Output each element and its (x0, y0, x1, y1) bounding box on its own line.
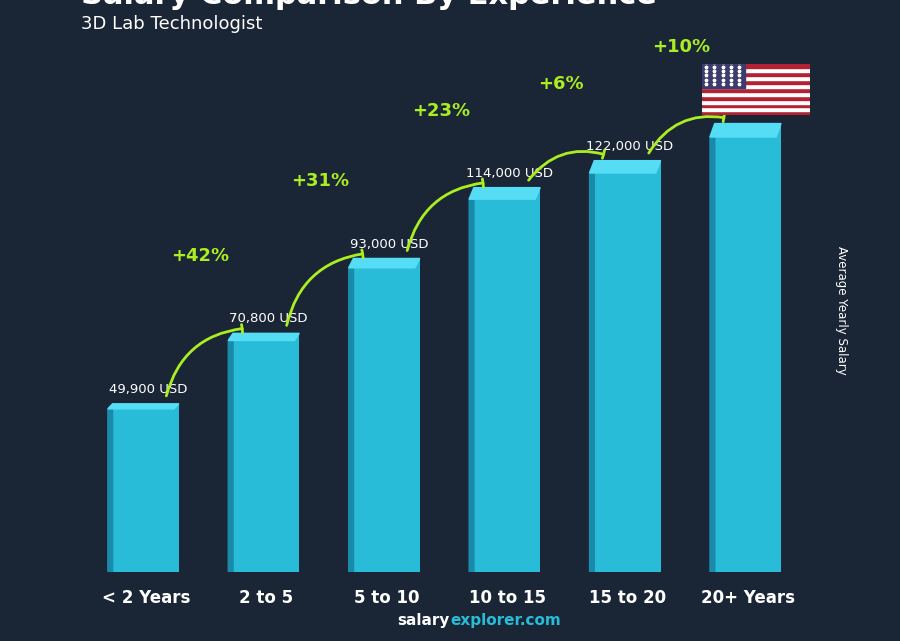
Polygon shape (710, 124, 715, 572)
Bar (354, 258, 419, 572)
Bar (233, 333, 300, 572)
Polygon shape (590, 161, 594, 572)
Bar (702, 68, 810, 72)
Bar (715, 124, 781, 572)
Bar (702, 72, 810, 76)
Bar (112, 404, 179, 572)
Bar (702, 64, 745, 88)
Text: Average Yearly Salary: Average Yearly Salary (835, 246, 848, 375)
Bar (702, 76, 810, 80)
Polygon shape (590, 161, 661, 173)
Polygon shape (108, 404, 112, 572)
Polygon shape (348, 258, 419, 268)
Polygon shape (710, 124, 781, 137)
Text: +31%: +31% (292, 172, 349, 190)
Text: 122,000 USD: 122,000 USD (586, 140, 673, 153)
Bar (702, 84, 810, 88)
Bar (702, 112, 810, 115)
Bar (702, 96, 810, 99)
Polygon shape (229, 333, 233, 572)
Bar (702, 108, 810, 112)
Polygon shape (348, 258, 354, 572)
Bar (702, 104, 810, 108)
Bar (702, 64, 810, 68)
Polygon shape (229, 333, 300, 340)
Bar (702, 92, 810, 96)
Bar (702, 88, 810, 92)
Text: 49,900 USD: 49,900 USD (109, 383, 187, 396)
Text: +10%: +10% (652, 38, 711, 56)
Polygon shape (469, 188, 474, 572)
Text: 70,800 USD: 70,800 USD (230, 312, 308, 326)
Text: 133,000 USD: 133,000 USD (706, 103, 794, 116)
Polygon shape (469, 188, 540, 199)
Polygon shape (108, 404, 179, 409)
Text: +6%: +6% (538, 75, 584, 93)
Text: 114,000 USD: 114,000 USD (466, 167, 553, 179)
Text: 3D Lab Technologist: 3D Lab Technologist (81, 15, 262, 33)
Text: 93,000 USD: 93,000 USD (350, 238, 428, 251)
Text: +23%: +23% (411, 102, 470, 120)
Bar (702, 99, 810, 104)
Text: salary: salary (398, 613, 450, 628)
Bar (702, 80, 810, 84)
Text: +42%: +42% (171, 247, 229, 265)
Text: Salary Comparison By Experience: Salary Comparison By Experience (81, 0, 657, 10)
Bar (594, 161, 661, 572)
Text: explorer.com: explorer.com (450, 613, 561, 628)
Bar (474, 188, 540, 572)
